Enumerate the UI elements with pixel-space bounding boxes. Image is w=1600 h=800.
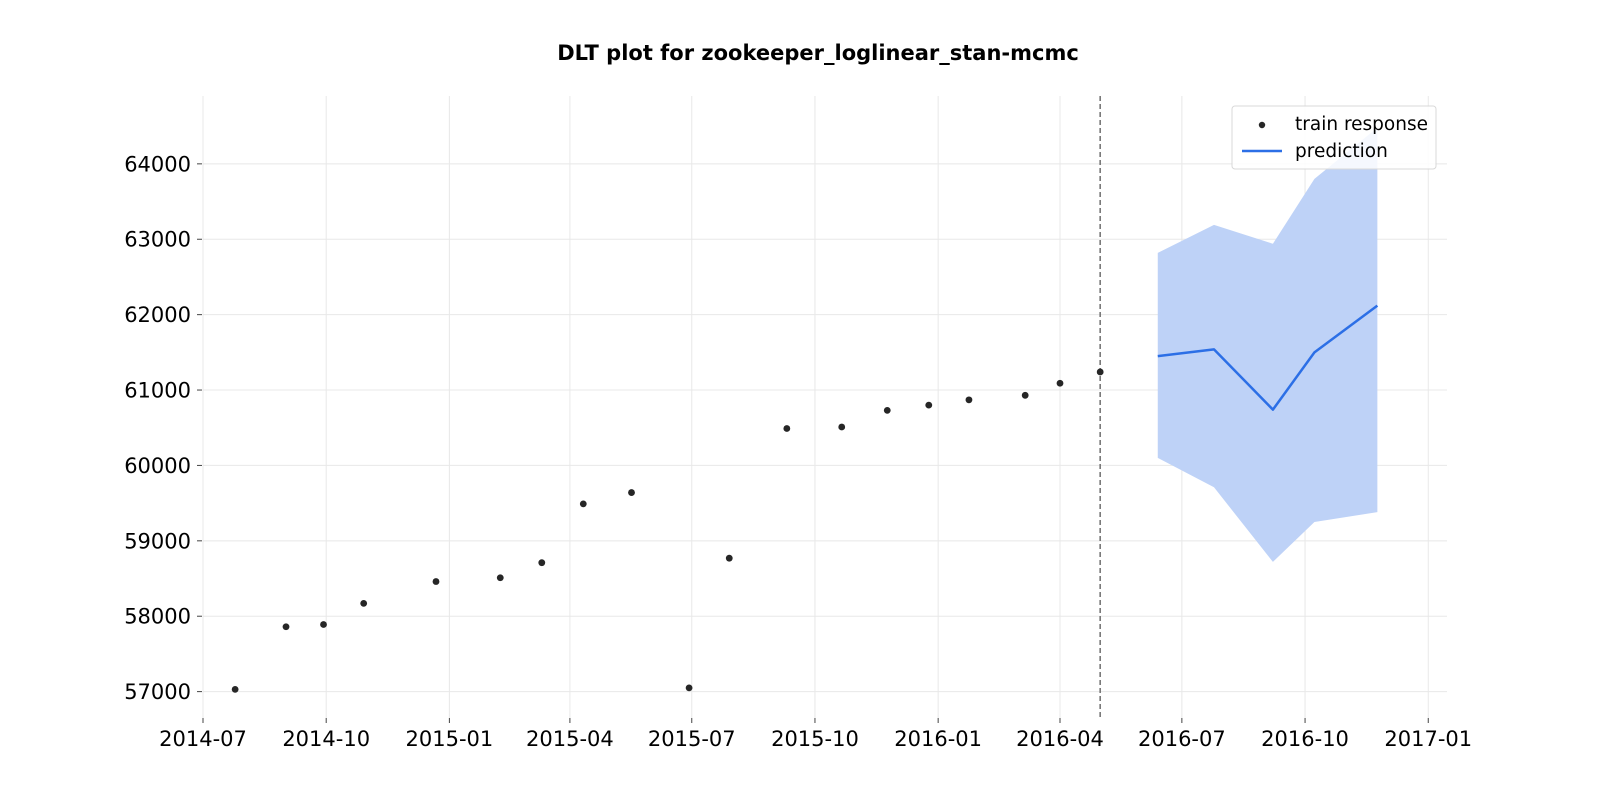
- train-response-point: [231, 685, 239, 693]
- train-response-point: [320, 621, 327, 628]
- x-tick-label: 2016-01: [894, 727, 982, 751]
- x-tick-label: 2016-10: [1261, 727, 1349, 751]
- train-response-point: [496, 574, 504, 582]
- legend-box: [1231, 105, 1437, 170]
- prediction-line: [1157, 304, 1379, 411]
- legend-train-response-marker: [1258, 121, 1266, 129]
- y-tick-label: 61000: [124, 379, 191, 403]
- train-response-point: [925, 401, 933, 409]
- train-response-points: [231, 368, 1104, 693]
- train-response-point: [965, 396, 973, 404]
- legend: train response prediction: [1231, 105, 1437, 170]
- y-tick-label: 64000: [124, 152, 191, 176]
- train-response-point: [1056, 379, 1064, 387]
- train-response-point: [725, 554, 733, 562]
- train-response-point: [685, 684, 693, 692]
- y-tick-label: 60000: [124, 454, 191, 478]
- chart-title: DLT plot for zookeeper_loglinear_stan-mc…: [557, 41, 1079, 65]
- x-tick-label: 2017-01: [1384, 727, 1472, 751]
- train-response-point: [579, 500, 587, 508]
- prediction-interval-band: [1157, 127, 1378, 562]
- train-response-point: [360, 600, 368, 607]
- x-tick-label: 2015-10: [771, 727, 859, 751]
- train-response-point: [1021, 391, 1029, 399]
- x-tick-label: 2015-01: [406, 727, 494, 751]
- train-response-point: [282, 623, 290, 631]
- prediction-interval-area: [1157, 127, 1378, 562]
- train-response-point: [538, 559, 546, 567]
- train-response-point: [838, 423, 846, 431]
- y-tick-label: 58000: [124, 605, 191, 629]
- x-tick-label: 2015-07: [648, 727, 736, 751]
- x-tick-label: 2016-04: [1016, 727, 1104, 751]
- x-axis: 2014-07 2014-10 2015-01 2015-04 2015-07 2015-…: [159, 718, 1472, 751]
- train-response-point: [883, 406, 891, 414]
- x-tick-label: 2014-07: [159, 727, 247, 751]
- x-tick-label: 2016-07: [1138, 727, 1226, 751]
- y-axis: 57000 58000 59000 60000 61000 62000 63000 64000: [124, 152, 202, 704]
- y-tick-label: 62000: [124, 303, 191, 327]
- train-response-point: [628, 489, 635, 496]
- train-response-point: [783, 425, 791, 432]
- legend-prediction-label: prediction: [1295, 141, 1388, 162]
- train-response-point: [432, 578, 440, 585]
- x-tick-label: 2014-10: [282, 727, 370, 751]
- x-tick-label: 2015-04: [526, 727, 614, 751]
- legend-train-response-label: train response: [1295, 114, 1428, 135]
- prediction-line-layer: [1157, 304, 1379, 411]
- y-tick-label: 59000: [124, 529, 191, 553]
- train-response-point: [1096, 368, 1104, 376]
- grid: [202, 96, 1447, 718]
- y-tick-label: 57000: [124, 680, 191, 704]
- y-tick-label: 63000: [124, 228, 191, 252]
